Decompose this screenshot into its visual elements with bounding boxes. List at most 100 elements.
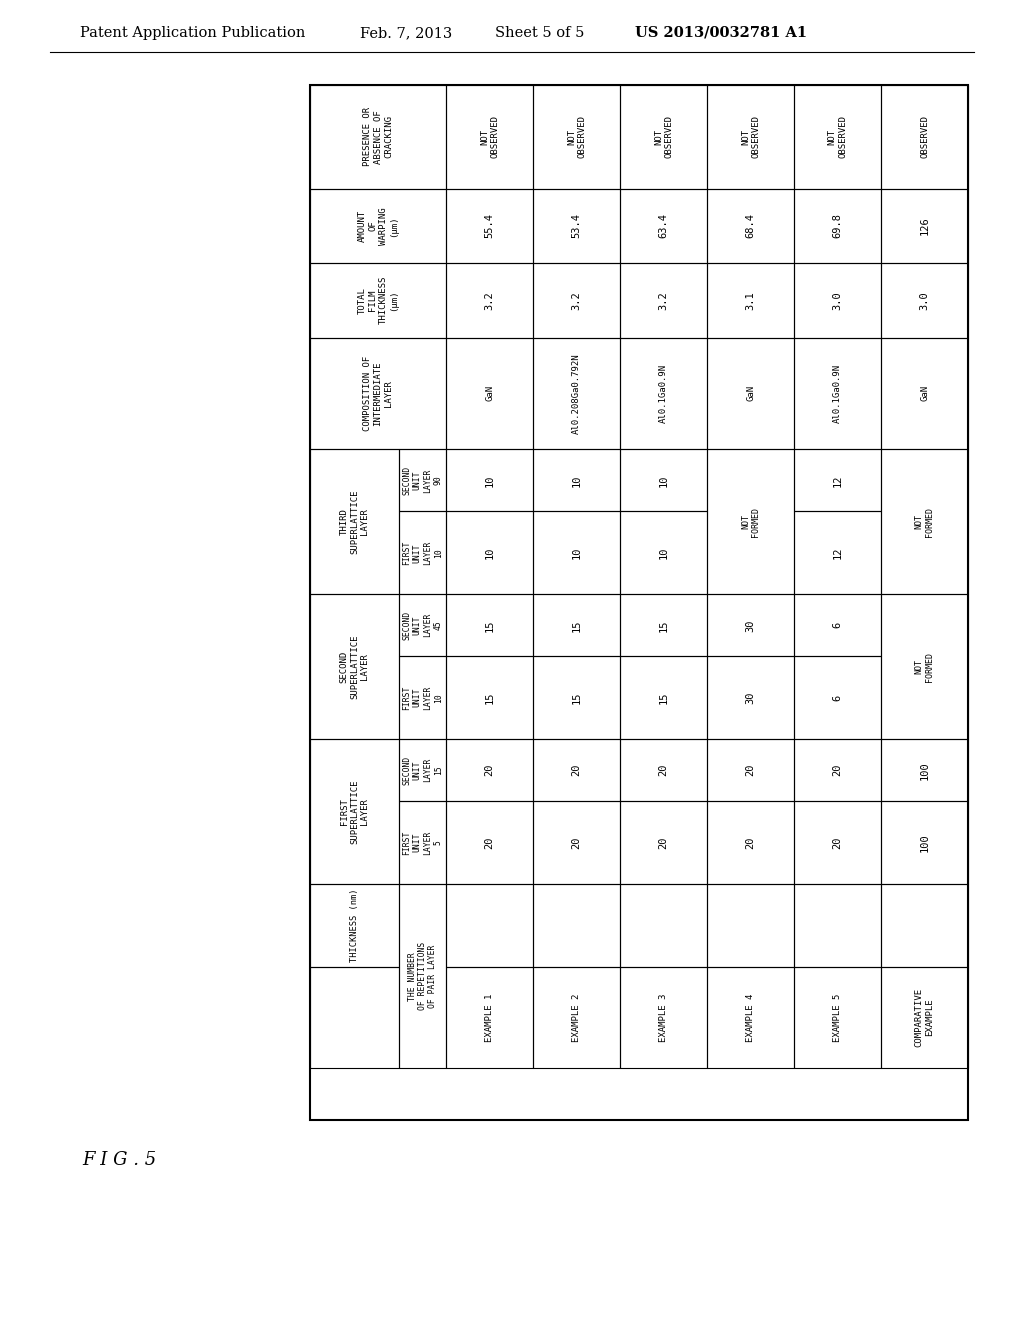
Bar xyxy=(534,656,621,739)
Bar xyxy=(534,801,621,884)
Text: SECOND
SUPERLATTICE
LAYER: SECOND SUPERLATTICE LAYER xyxy=(340,635,370,698)
Bar xyxy=(708,966,794,1068)
Text: 3.2: 3.2 xyxy=(484,290,495,310)
Bar xyxy=(446,884,534,966)
Bar xyxy=(446,263,534,338)
Bar xyxy=(621,449,708,511)
Text: GaN: GaN xyxy=(920,385,929,401)
Bar xyxy=(708,739,794,801)
Text: 15: 15 xyxy=(484,692,495,704)
Text: AMOUNT
OF
WARPING
(μm): AMOUNT OF WARPING (μm) xyxy=(358,207,398,244)
Text: 15: 15 xyxy=(571,619,582,631)
Text: 10: 10 xyxy=(571,546,582,560)
Bar xyxy=(708,189,794,263)
Bar xyxy=(398,801,446,884)
Text: 53.4: 53.4 xyxy=(571,214,582,238)
Text: Al0.1Ga0.9N: Al0.1Ga0.9N xyxy=(659,364,668,422)
Bar xyxy=(794,84,881,189)
Bar xyxy=(708,338,794,449)
Bar xyxy=(794,739,881,801)
Text: 15: 15 xyxy=(571,692,582,704)
Text: NOT
OBSERVED: NOT OBSERVED xyxy=(480,115,500,158)
Text: THICKNESS (nm): THICKNESS (nm) xyxy=(350,888,359,962)
Text: OBSERVED: OBSERVED xyxy=(920,115,929,158)
Bar xyxy=(534,884,621,966)
Text: 15: 15 xyxy=(658,619,669,631)
Bar xyxy=(446,966,534,1068)
Bar xyxy=(621,338,708,449)
Text: 6: 6 xyxy=(833,622,843,628)
Text: 10: 10 xyxy=(484,474,495,487)
Bar xyxy=(446,594,534,656)
Text: 100: 100 xyxy=(920,833,930,851)
Text: 63.4: 63.4 xyxy=(658,214,669,238)
Text: SECOND
UNIT
LAYER
15: SECOND UNIT LAYER 15 xyxy=(402,755,442,785)
Bar xyxy=(881,594,968,739)
Bar xyxy=(794,511,881,594)
Text: SECOND
UNIT
LAYER
90: SECOND UNIT LAYER 90 xyxy=(402,466,442,495)
Text: NOT
OBSERVED: NOT OBSERVED xyxy=(741,115,760,158)
Bar xyxy=(446,801,534,884)
Bar xyxy=(881,801,968,884)
Bar xyxy=(881,338,968,449)
Text: 10: 10 xyxy=(571,474,582,487)
Bar xyxy=(310,189,446,263)
Text: FIRST
UNIT
LAYER
10: FIRST UNIT LAYER 10 xyxy=(402,541,442,565)
Bar xyxy=(708,594,794,656)
Text: SECOND
UNIT
LAYER
45: SECOND UNIT LAYER 45 xyxy=(402,611,442,640)
Bar xyxy=(621,966,708,1068)
Text: 69.8: 69.8 xyxy=(833,214,843,238)
Text: F I G . 5: F I G . 5 xyxy=(82,1151,157,1170)
Bar xyxy=(534,966,621,1068)
Bar xyxy=(446,189,534,263)
Bar xyxy=(534,594,621,656)
Text: NOT
FORMED: NOT FORMED xyxy=(741,507,760,537)
Bar xyxy=(534,338,621,449)
Text: 20: 20 xyxy=(745,837,756,849)
Bar xyxy=(398,884,446,1068)
Bar xyxy=(708,656,794,739)
Bar xyxy=(881,263,968,338)
Bar xyxy=(310,338,446,449)
Text: 30: 30 xyxy=(745,692,756,704)
Text: 10: 10 xyxy=(484,546,495,560)
Bar xyxy=(621,739,708,801)
Bar xyxy=(534,263,621,338)
Bar xyxy=(621,656,708,739)
Text: PRESENCE OR
ABSENCE OF
CRACKING: PRESENCE OR ABSENCE OF CRACKING xyxy=(364,107,393,166)
Bar xyxy=(534,449,621,511)
Bar xyxy=(881,84,968,189)
Text: EXAMPLE 1: EXAMPLE 1 xyxy=(485,994,495,1041)
Text: NOT
OBSERVED: NOT OBSERVED xyxy=(567,115,587,158)
Bar xyxy=(446,739,534,801)
Text: 3.0: 3.0 xyxy=(833,290,843,310)
Text: 6: 6 xyxy=(833,694,843,701)
Text: GaN: GaN xyxy=(746,385,755,401)
Text: THE NUMBER
OF REPETITIONS
OF PAIR LAYER: THE NUMBER OF REPETITIONS OF PAIR LAYER xyxy=(408,942,437,1010)
Text: 100: 100 xyxy=(920,760,930,780)
Text: US 2013/0032781 A1: US 2013/0032781 A1 xyxy=(635,26,807,40)
Bar xyxy=(310,739,398,884)
Bar xyxy=(446,84,534,189)
Bar xyxy=(534,739,621,801)
Text: 20: 20 xyxy=(745,764,756,776)
Text: NOT
OBSERVED: NOT OBSERVED xyxy=(827,115,847,158)
Bar xyxy=(881,884,968,966)
Text: 126: 126 xyxy=(920,216,930,235)
Bar xyxy=(881,449,968,594)
Bar xyxy=(310,449,398,594)
Text: NOT
OBSERVED: NOT OBSERVED xyxy=(654,115,674,158)
Bar xyxy=(310,884,398,966)
Bar xyxy=(708,449,794,594)
Text: 15: 15 xyxy=(484,619,495,631)
Text: Al0.208Ga0.792N: Al0.208Ga0.792N xyxy=(572,354,582,434)
Bar xyxy=(794,656,881,739)
Bar xyxy=(794,966,881,1068)
Bar xyxy=(621,801,708,884)
Bar xyxy=(446,656,534,739)
Text: Feb. 7, 2013: Feb. 7, 2013 xyxy=(360,26,453,40)
Bar xyxy=(881,739,968,801)
Bar xyxy=(398,739,446,801)
Bar xyxy=(621,84,708,189)
Bar xyxy=(621,511,708,594)
